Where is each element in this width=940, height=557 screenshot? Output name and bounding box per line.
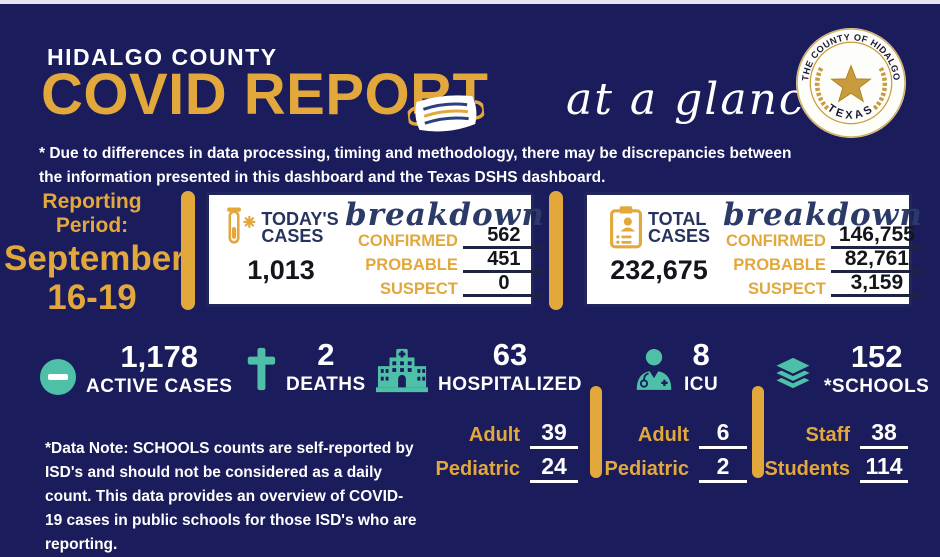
stat-hospitalized: 63 HOSPITALIZED bbox=[376, 339, 582, 394]
breakdown-title: breakdown bbox=[345, 197, 545, 233]
divider-bar bbox=[752, 386, 764, 478]
todays-cases-label: TODAY'S CASES bbox=[261, 209, 339, 247]
total-cases-label: TOTAL CASES bbox=[647, 209, 710, 247]
todays-cases-summary: TODAY'S CASES 1,013 bbox=[209, 195, 345, 304]
disclaimer-line-2: the information presented in this dashbo… bbox=[39, 169, 606, 187]
breakdown-row-confirmed: CONFIRMED 146,755 bbox=[723, 224, 923, 249]
test-tube-icon bbox=[227, 207, 256, 244]
cross-icon bbox=[247, 347, 276, 391]
stat-schools: 152 *SCHOOLS bbox=[772, 341, 929, 396]
doctor-icon bbox=[636, 349, 672, 390]
schools-breakdown: Staff 38 Students 114 bbox=[758, 421, 908, 489]
todays-breakdown: breakdown CONFIRMED 562 PROBABLE 451 SUS… bbox=[345, 195, 553, 304]
divider-bar bbox=[181, 191, 195, 310]
top-border-strip bbox=[0, 0, 940, 4]
minus-circle-icon bbox=[40, 359, 76, 395]
report-title: COVID REPORT bbox=[41, 62, 489, 127]
breakdown-title: breakdown bbox=[723, 197, 923, 233]
stat-deaths: 2 DEATHS bbox=[246, 339, 366, 394]
total-cases-card: TOTAL CASES 232,675 breakdown CONFIRMED … bbox=[584, 192, 923, 307]
data-note: *Data Note: SCHOOLS counts are self-repo… bbox=[45, 440, 417, 554]
breakdown-row-suspect: SUSPECT 3,159 bbox=[723, 272, 923, 297]
icu-pediatric-row: Pediatric 2 bbox=[605, 455, 747, 483]
todays-cases-value: 1,013 bbox=[247, 255, 315, 285]
divider-bar bbox=[590, 386, 602, 478]
county-label: HIDALGO COUNTY bbox=[47, 44, 278, 70]
reporting-period-days: 16-19 bbox=[47, 277, 137, 317]
county-seal: THE COUNTY OF HIDALGO TEXAS bbox=[796, 28, 906, 138]
total-breakdown: breakdown CONFIRMED 146,755 PROBABLE 82,… bbox=[723, 195, 931, 304]
total-cases-summary: TOTAL CASES 232,675 bbox=[587, 195, 723, 304]
todays-cases-card: TODAY'S CASES 1,013 breakdown CONFIRMED … bbox=[206, 192, 545, 307]
reporting-period-label: Reporting Period: bbox=[42, 190, 142, 237]
total-cases-value: 232,675 bbox=[610, 255, 708, 285]
breakdown-row-confirmed: CONFIRMED 562 bbox=[345, 225, 545, 249]
divider-bar bbox=[549, 191, 563, 310]
schools-students-row: Students 114 bbox=[758, 455, 908, 483]
breakdown-row-probable: PROBABLE 451 bbox=[345, 249, 545, 273]
hospitalized-breakdown: Adult 39 Pediatric 24 bbox=[425, 421, 578, 489]
hospital-icon bbox=[376, 348, 428, 393]
hospitalized-adult-row: Adult 39 bbox=[425, 421, 578, 449]
books-icon bbox=[772, 355, 814, 391]
icu-breakdown: Adult 6 Pediatric 2 bbox=[605, 421, 747, 489]
breakdown-row-probable: PROBABLE 82,761 bbox=[723, 248, 923, 273]
stat-active-cases: 1,178 ACTIVE CASES bbox=[40, 341, 232, 396]
reporting-period-month: September bbox=[4, 239, 185, 278]
stat-icu: 8 ICU bbox=[634, 339, 718, 394]
disclaimer-line-1: * Due to differences in data processing,… bbox=[39, 145, 792, 162]
schools-staff-row: Staff 38 bbox=[758, 421, 908, 449]
breakdown-row-suspect: SUSPECT 0 bbox=[345, 273, 545, 297]
clipboard-icon bbox=[610, 206, 642, 249]
hospitalized-pediatric-row: Pediatric 24 bbox=[425, 455, 578, 483]
icu-adult-row: Adult 6 bbox=[605, 421, 747, 449]
reporting-period: Reporting Period: September 16-19 bbox=[4, 190, 185, 317]
disclaimer: * Due to differences in data processing,… bbox=[39, 142, 792, 190]
face-mask-icon bbox=[406, 95, 486, 132]
